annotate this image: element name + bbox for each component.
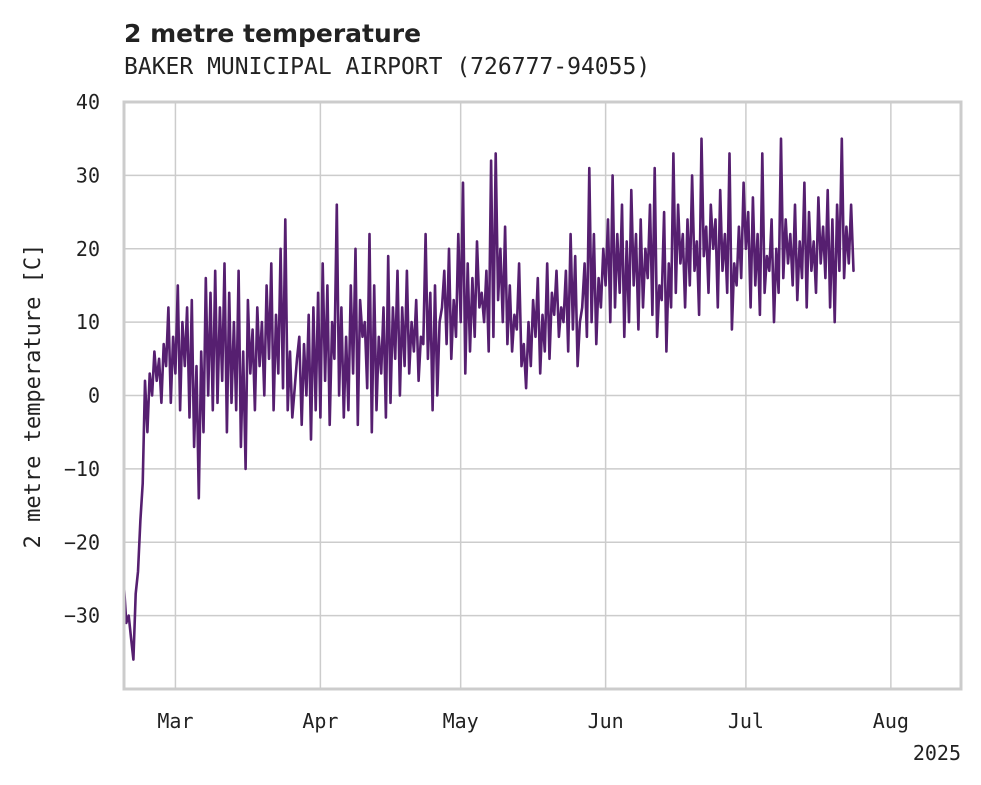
y-tick-label: 0 — [88, 384, 100, 408]
x-tick-label: Mar — [157, 709, 193, 733]
x-tick-label: Apr — [302, 709, 338, 733]
x-offset-label: 2025 — [913, 741, 961, 765]
y-tick-label: 10 — [76, 310, 100, 334]
y-ticks: −30 −20 −10 0 10 20 30 40 — [64, 90, 100, 628]
chart-subtitle: BAKER MUNICIPAL AIRPORT (726777-94055) — [124, 54, 650, 80]
plot-frame — [122, 100, 963, 691]
y-tick-label: 40 — [76, 90, 100, 114]
y-tick-label: −30 — [64, 604, 100, 628]
temperature-series-line — [122, 137, 855, 661]
y-tick-label: 30 — [76, 163, 100, 187]
y-tick-label: −10 — [64, 457, 100, 481]
y-axis-label: 2 metre temperature [C] — [21, 244, 46, 549]
x-tick-label: May — [443, 709, 479, 733]
x-ticks: Mar Apr May Jun Jul Aug — [157, 709, 909, 733]
x-tick-label: Aug — [873, 709, 909, 733]
series-layer — [122, 137, 855, 661]
grid-lines — [124, 101, 961, 689]
y-tick-label: 20 — [76, 237, 100, 261]
y-tick-label: −20 — [64, 530, 100, 554]
chart-title: 2 metre temperature — [124, 19, 421, 48]
x-tick-label: Jun — [588, 709, 624, 733]
x-tick-label: Jul — [728, 709, 764, 733]
